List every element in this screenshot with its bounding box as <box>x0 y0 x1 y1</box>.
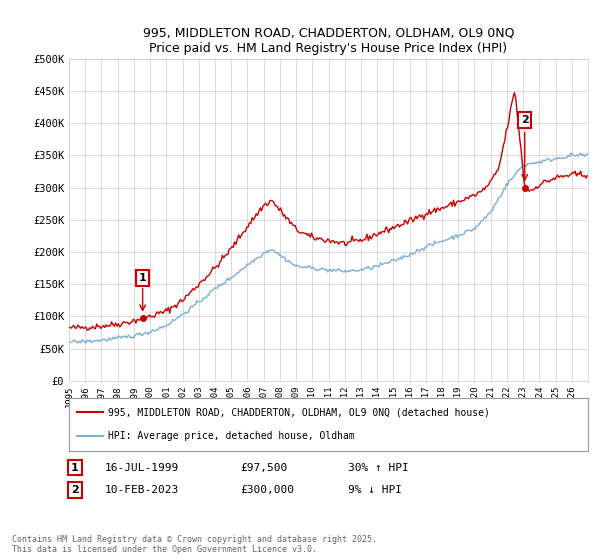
Text: 30% ↑ HPI: 30% ↑ HPI <box>348 463 409 473</box>
Text: 2: 2 <box>71 485 79 495</box>
Text: 1: 1 <box>71 463 79 473</box>
Text: 10-FEB-2023: 10-FEB-2023 <box>105 485 179 495</box>
Text: Contains HM Land Registry data © Crown copyright and database right 2025.
This d: Contains HM Land Registry data © Crown c… <box>12 535 377 554</box>
Text: HPI: Average price, detached house, Oldham: HPI: Average price, detached house, Oldh… <box>108 431 355 441</box>
Title: 995, MIDDLETON ROAD, CHADDERTON, OLDHAM, OL9 0NQ
Price paid vs. HM Land Registry: 995, MIDDLETON ROAD, CHADDERTON, OLDHAM,… <box>143 27 514 55</box>
Text: 995, MIDDLETON ROAD, CHADDERTON, OLDHAM, OL9 0NQ (detached house): 995, MIDDLETON ROAD, CHADDERTON, OLDHAM,… <box>108 408 490 418</box>
Text: £300,000: £300,000 <box>240 485 294 495</box>
Text: 1: 1 <box>139 273 146 283</box>
Text: 2: 2 <box>521 115 529 125</box>
Text: 16-JUL-1999: 16-JUL-1999 <box>105 463 179 473</box>
Text: 9% ↓ HPI: 9% ↓ HPI <box>348 485 402 495</box>
Text: £97,500: £97,500 <box>240 463 287 473</box>
